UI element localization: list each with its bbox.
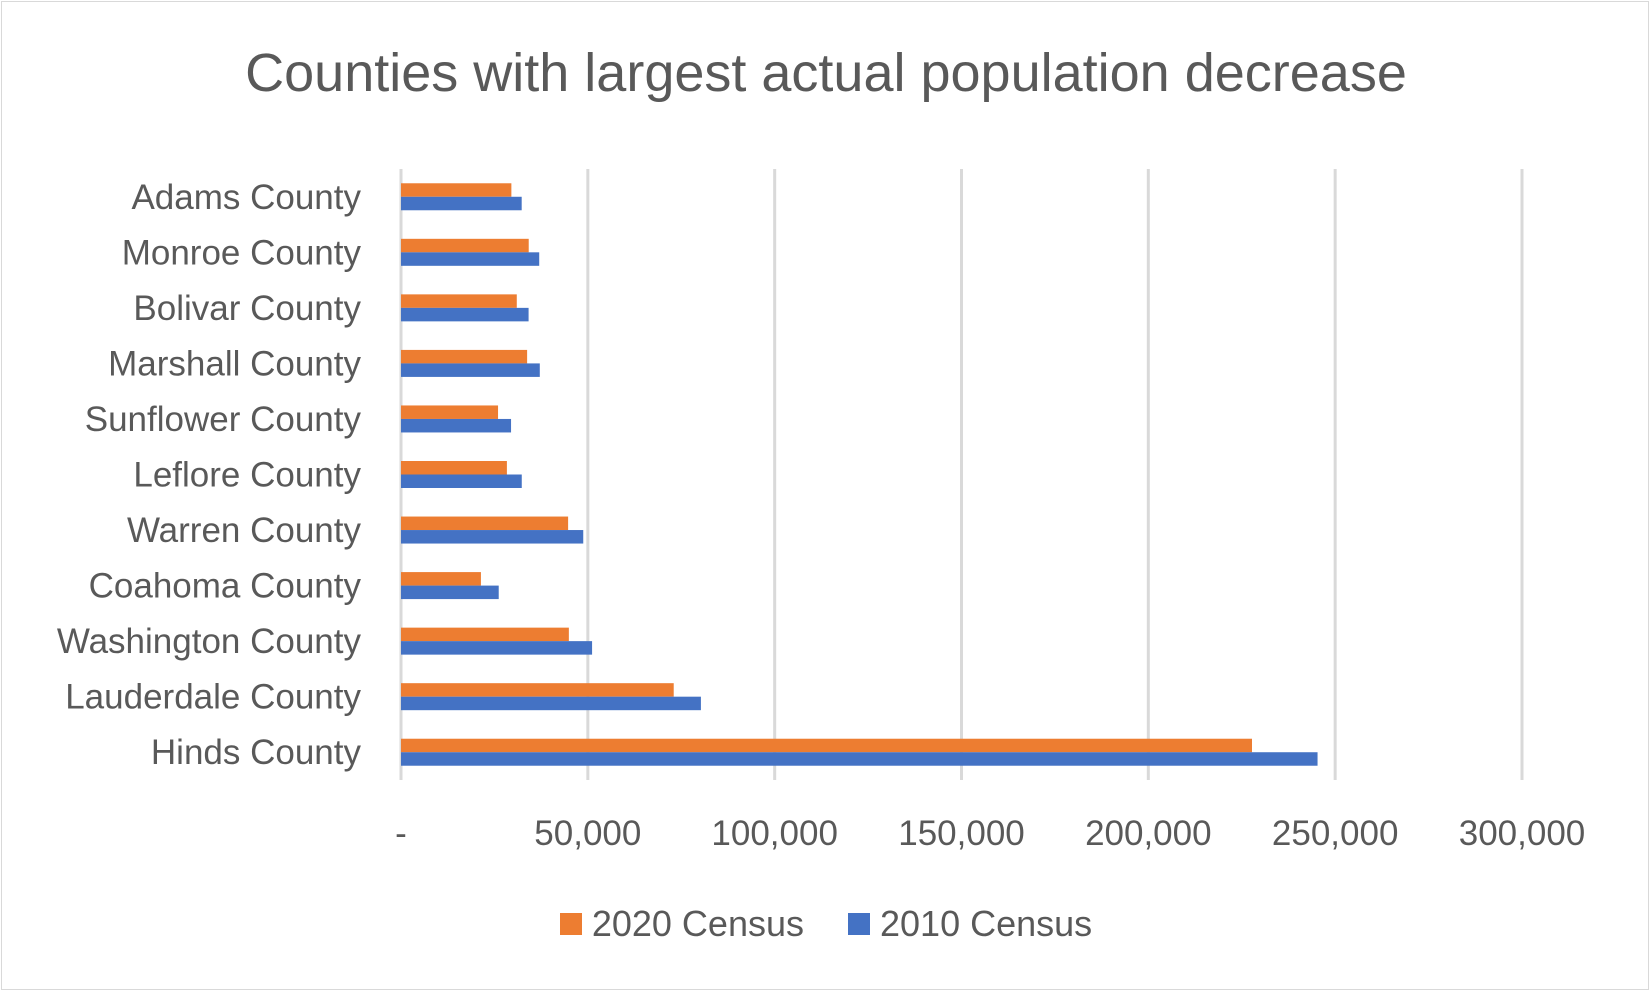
- bar-2010-census: [401, 196, 522, 211]
- legend-item-2010: 2010 Census: [848, 903, 1092, 945]
- bar-2020-census: [401, 683, 674, 697]
- legend-label-2010: 2010 Census: [880, 903, 1093, 944]
- x-tick-label: 200,000: [1085, 814, 1212, 853]
- bar-2010-census: [401, 307, 529, 322]
- bar-2020-census: [401, 183, 512, 197]
- bar-2010-census: [401, 641, 593, 655]
- category-label: Adams County: [131, 178, 361, 217]
- bar-2010-census: [401, 252, 540, 266]
- category-label: Washington County: [57, 622, 362, 661]
- bar-2020-census: [401, 627, 569, 642]
- bar-2020-census: [401, 572, 481, 586]
- bar-2020-census: [401, 516, 569, 531]
- legend-label-2020: 2020 Census: [591, 903, 804, 944]
- category-label: Marshall County: [108, 344, 361, 383]
- category-label: Leflore County: [133, 456, 361, 495]
- category-label: Monroe County: [122, 233, 362, 272]
- category-label: Lauderdale County: [65, 678, 361, 717]
- bar-2010-census: [401, 418, 512, 433]
- bar-2020-census: [401, 349, 528, 364]
- category-label: Hinds County: [151, 733, 362, 772]
- bar-2010-census: [401, 696, 701, 711]
- category-label: Sunflower County: [85, 400, 362, 439]
- bar-2020-census: [401, 405, 499, 419]
- category-label: Bolivar County: [133, 289, 361, 328]
- legend-item-2020: 2020 Census: [559, 903, 804, 945]
- bar-2020-census: [401, 461, 507, 475]
- x-tick-label: 150,000: [898, 814, 1025, 853]
- bar-2020-census: [401, 238, 529, 253]
- x-tick-label: 250,000: [1272, 814, 1399, 853]
- x-tick-label: 50,000: [534, 814, 641, 853]
- category-label: Coahoma County: [89, 567, 362, 606]
- category-label: Warren County: [127, 511, 362, 550]
- bar-2020-census: [401, 738, 1252, 753]
- x-tick-label: 300,000: [1459, 814, 1586, 853]
- legend-swatch-2010: [848, 913, 870, 935]
- x-tick-label: -: [395, 814, 407, 853]
- bar-2010-census: [401, 363, 540, 377]
- legend: 2020 Census 2010 Census: [0, 903, 1652, 945]
- bar-2010-census: [401, 530, 584, 544]
- bar-2010-census: [401, 585, 499, 600]
- bar-2020-census: [401, 294, 517, 308]
- chart-title: Counties with largest actual population …: [245, 43, 1407, 103]
- legend-swatch-2020: [559, 913, 582, 935]
- bar-2010-census: [401, 752, 1318, 766]
- bar-2010-census: [401, 474, 522, 488]
- x-tick-label: 100,000: [711, 814, 838, 853]
